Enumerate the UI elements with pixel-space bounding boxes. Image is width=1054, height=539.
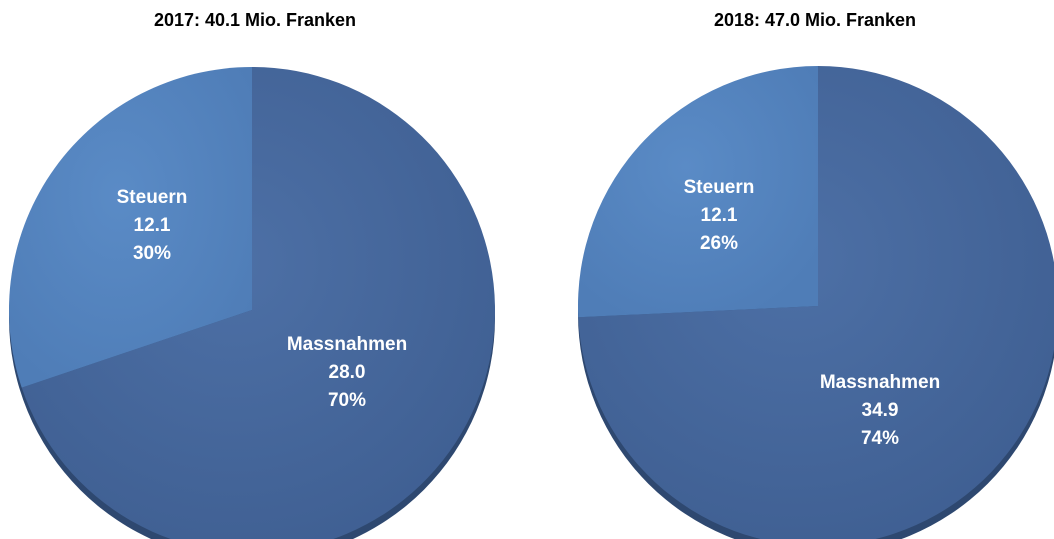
slice-label-massnahmen-percent-label: 74% [861,428,899,449]
chart-title-2017: 2017: 40.1 Mio. Franken [153,10,357,30]
slice-label-steuern-percent-label: 26% [700,233,738,254]
slice-label-steuern-percent-label: 30% [133,243,171,264]
chart-title-2018: 2018: 47.0 Mio. Franken [713,10,917,30]
slice-label-massnahmen-value-label: 34.9 [862,400,899,421]
pie-slice-steuern-2018 [578,66,818,318]
pie-slice-massnahmen-2018 [578,66,1054,539]
slice-label-massnahmen-name: Massnahmen [820,372,940,393]
slice-label-steuern-value-label: 12.1 [134,215,171,236]
slice-label-massnahmen-percent-label: 70% [328,390,366,411]
slice-label-massnahmen-value-label: 28.0 [329,362,366,383]
pie-slice-steuern-2017 [9,67,252,388]
slice-label-massnahmen-name: Massnahmen [287,334,407,355]
slice-label-steuern-name: Steuern [117,187,188,208]
slice-label-steuern-name: Steuern [684,177,755,198]
pie-slice-massnahmen-2017 [21,67,495,539]
slice-label-steuern-value-label: 12.1 [701,205,738,226]
